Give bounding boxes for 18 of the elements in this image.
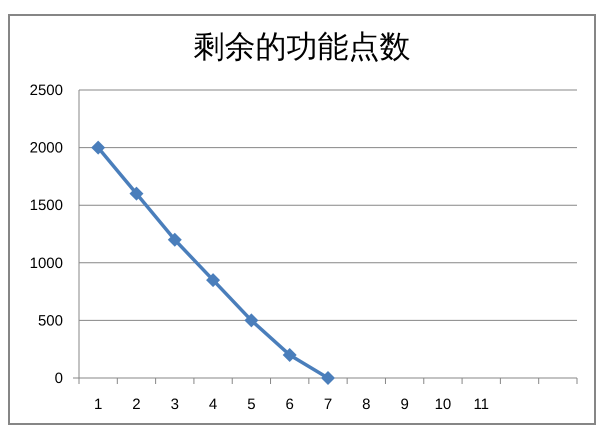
x-tick-label: 9 [400,396,409,413]
x-tick-label: 10 [434,396,452,413]
x-tick-label: 5 [247,396,256,413]
x-tick-label: 8 [362,396,370,413]
y-tick-label: 2500 [30,82,63,99]
x-tick-label: 4 [208,396,218,413]
y-tick-label: 0 [54,370,63,387]
y-tick-label: 500 [38,312,63,330]
x-tick-label: 2 [132,396,141,413]
x-tick-label: 11 [473,396,490,413]
y-tick-label: 1500 [30,197,63,214]
x-tick-label: 1 [94,396,102,413]
y-tick-label: 1000 [30,254,63,272]
x-tick-label: 3 [170,396,179,413]
x-tick-label: 6 [286,396,294,413]
x-tick-label: 7 [324,396,332,413]
y-tick-label: 2000 [30,140,63,157]
title: 剩余的功能点数 [194,29,410,64]
